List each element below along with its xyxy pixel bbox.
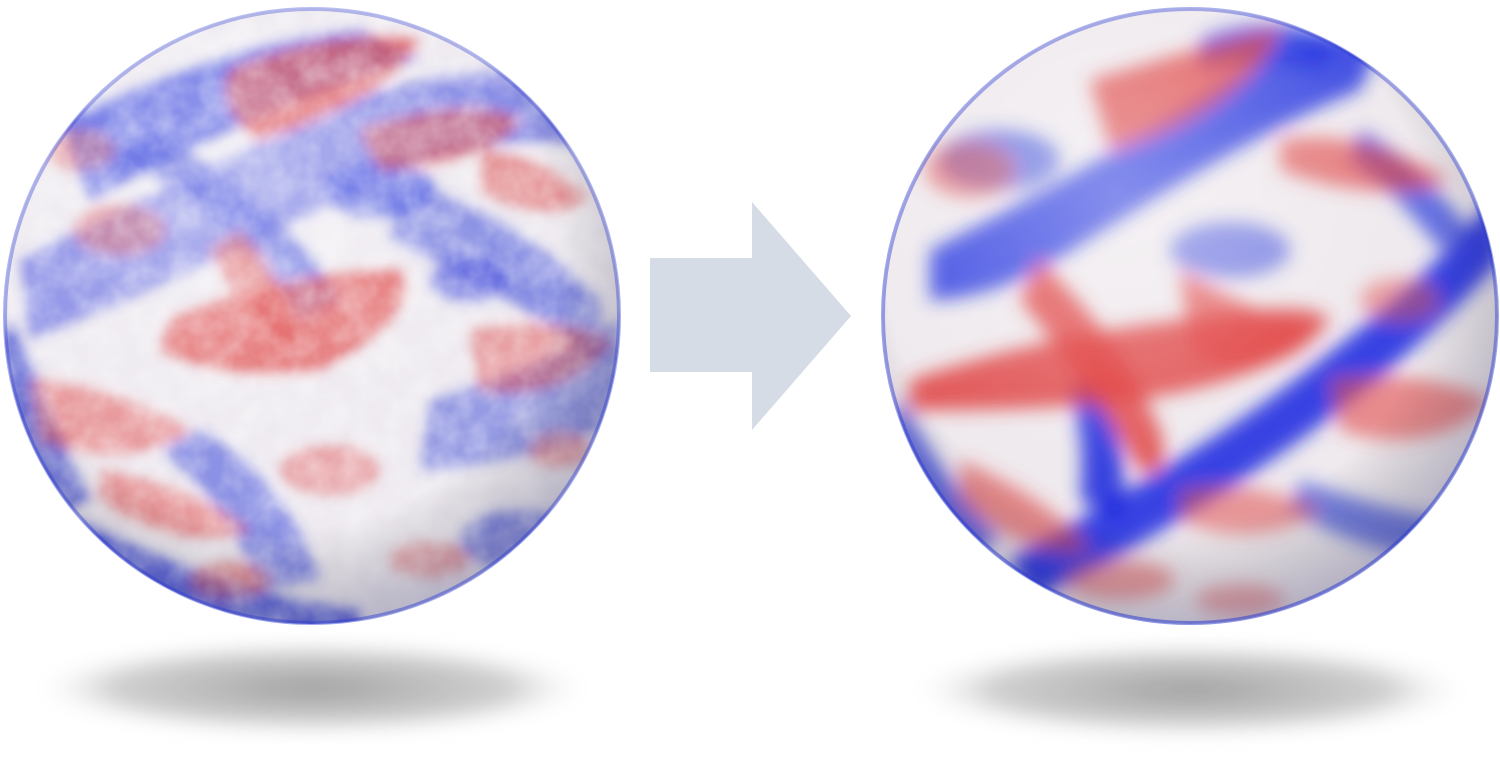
input-sphere [3, 7, 621, 625]
input-sphere-shadow [27, 640, 597, 736]
right-arrow-icon [650, 202, 851, 430]
output-sphere [881, 7, 1499, 625]
output-sphere-shadow [905, 642, 1475, 738]
